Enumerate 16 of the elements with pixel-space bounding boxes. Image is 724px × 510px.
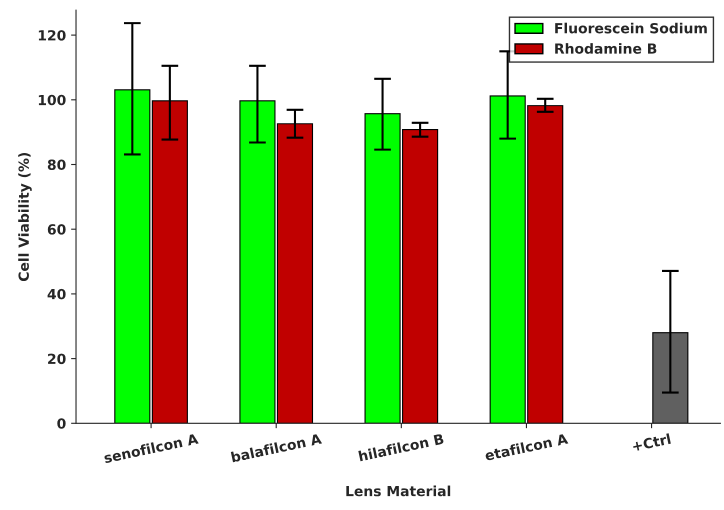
y-axis-title: Cell Viability (%) [18,152,32,282]
x-tick-label: +Ctrl [632,433,671,452]
x-tick-label: senofilcon A [103,433,199,464]
y-tick-label: 0 [57,418,66,429]
x-axis-title: Lens Material [346,486,450,496]
x-tick-label: hilafilcon B [358,433,444,462]
legend-label: Rhodamine B [555,43,656,54]
y-tick-label: 40 [48,288,66,300]
legend-label: Fluorescein Sodium [555,22,707,34]
x-tick-label: etafilcon A [484,433,568,461]
y-tick-label: 120 [38,30,66,41]
y-tick-label: 20 [48,354,66,364]
y-tick-label: 100 [38,94,66,106]
y-tick-label: 60 [48,224,66,235]
x-tick-label: balafilcon A [230,433,322,462]
y-tick-label: 80 [48,159,66,170]
